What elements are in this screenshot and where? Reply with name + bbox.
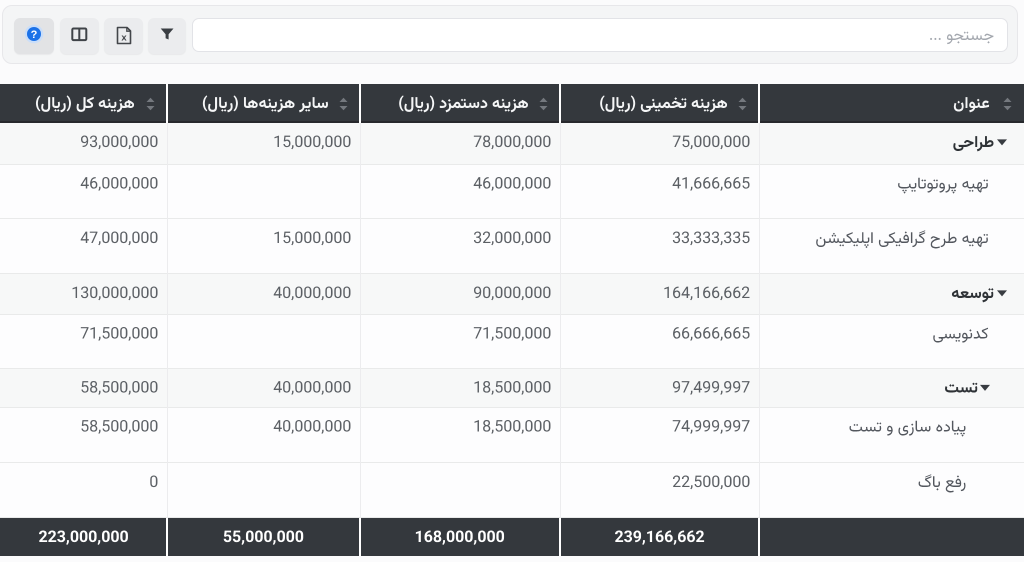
svg-text:?: ? (31, 29, 38, 41)
svg-text:x: x (121, 33, 127, 44)
